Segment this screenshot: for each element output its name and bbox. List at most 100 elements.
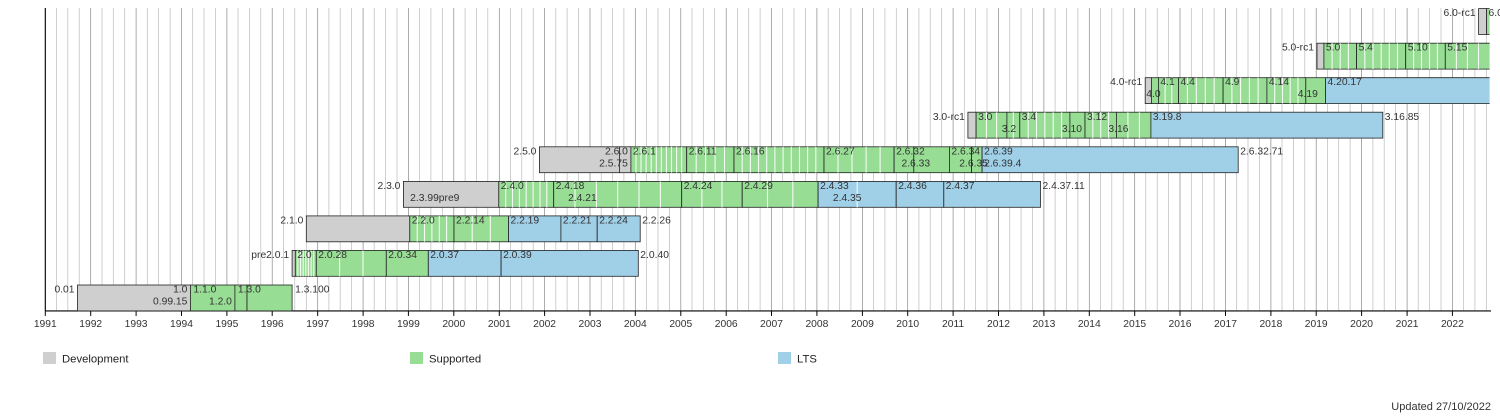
svg-text:2.4.18: 2.4.18 — [556, 181, 585, 192]
svg-text:0.01: 0.01 — [54, 285, 74, 296]
svg-text:2.6.0: 2.6.0 — [605, 146, 628, 157]
svg-text:2008: 2008 — [805, 319, 828, 330]
svg-text:2.6.39.4: 2.6.39.4 — [984, 158, 1021, 169]
svg-text:1997: 1997 — [306, 319, 329, 330]
svg-text:2.0.40: 2.0.40 — [640, 250, 669, 261]
svg-text:1995: 1995 — [215, 319, 238, 330]
svg-text:2012: 2012 — [987, 319, 1010, 330]
svg-text:4.4: 4.4 — [1181, 77, 1196, 88]
svg-text:2.2.14: 2.2.14 — [456, 215, 485, 226]
svg-text:6.0-rc1: 6.0-rc1 — [1444, 8, 1476, 19]
svg-text:5.4: 5.4 — [1359, 43, 1374, 54]
svg-text:2.0: 2.0 — [297, 250, 312, 261]
svg-text:2.5.0: 2.5.0 — [513, 146, 536, 157]
svg-text:3.19.8: 3.19.8 — [1153, 112, 1182, 123]
svg-text:1.0: 1.0 — [173, 285, 188, 296]
svg-text:2003: 2003 — [579, 319, 602, 330]
svg-text:1.2.0: 1.2.0 — [209, 297, 232, 308]
svg-text:2011: 2011 — [942, 319, 964, 330]
svg-text:2.6.11: 2.6.11 — [689, 146, 717, 157]
svg-text:4.1: 4.1 — [1160, 77, 1175, 88]
svg-text:2018: 2018 — [1259, 319, 1282, 330]
svg-text:5.10: 5.10 — [1408, 43, 1428, 54]
svg-text:1993: 1993 — [125, 319, 148, 330]
svg-text:2.2.24: 2.2.24 — [599, 215, 628, 226]
svg-text:5.15: 5.15 — [1447, 43, 1467, 54]
svg-text:2013: 2013 — [1032, 319, 1055, 330]
svg-text:1.3.100: 1.3.100 — [295, 285, 330, 296]
svg-text:2020: 2020 — [1350, 319, 1373, 330]
svg-text:4.0-rc1: 4.0-rc1 — [1110, 77, 1142, 88]
svg-text:1.3.0: 1.3.0 — [238, 285, 261, 296]
svg-text:2015: 2015 — [1123, 319, 1146, 330]
svg-text:2017: 2017 — [1214, 319, 1237, 330]
svg-text:3.2: 3.2 — [1002, 124, 1017, 135]
svg-text:3.12: 3.12 — [1087, 112, 1107, 123]
svg-text:4.14: 4.14 — [1269, 77, 1289, 88]
svg-text:2.4.24: 2.4.24 — [684, 181, 713, 192]
svg-text:1996: 1996 — [261, 319, 284, 330]
svg-text:2014: 2014 — [1078, 319, 1101, 330]
svg-text:2.6.32: 2.6.32 — [896, 146, 925, 157]
svg-text:2.4.21: 2.4.21 — [568, 193, 597, 204]
svg-text:2.6.1: 2.6.1 — [633, 146, 656, 157]
svg-text:4.0: 4.0 — [1146, 89, 1161, 100]
svg-text:2.4.37.11: 2.4.37.11 — [1043, 181, 1085, 192]
svg-text:2.6.27: 2.6.27 — [826, 146, 855, 157]
svg-text:3.0: 3.0 — [978, 112, 993, 123]
svg-text:2002: 2002 — [533, 319, 556, 330]
svg-text:3.16.85: 3.16.85 — [1385, 112, 1420, 123]
svg-text:1998: 1998 — [352, 319, 375, 330]
svg-text:2009: 2009 — [851, 319, 874, 330]
svg-text:2.2.0: 2.2.0 — [412, 215, 435, 226]
svg-text:2.2.19: 2.2.19 — [511, 215, 540, 226]
svg-text:5.0-rc1: 5.0-rc1 — [1282, 43, 1314, 54]
svg-text:pre2.0.1: pre2.0.1 — [251, 250, 289, 261]
svg-text:2.4.33: 2.4.33 — [820, 181, 849, 192]
svg-text:2.2.21: 2.2.21 — [563, 215, 592, 226]
svg-text:2016: 2016 — [1169, 319, 1192, 330]
svg-text:2.0.34: 2.0.34 — [388, 250, 417, 261]
svg-text:1994: 1994 — [170, 319, 193, 330]
svg-text:2000: 2000 — [442, 319, 465, 330]
svg-text:Development: Development — [62, 353, 129, 365]
svg-text:3.10: 3.10 — [1062, 124, 1082, 135]
svg-text:2.4.37: 2.4.37 — [946, 181, 975, 192]
svg-text:Updated 27/10/2022: Updated 27/10/2022 — [1391, 401, 1491, 413]
svg-text:6.0: 6.0 — [1489, 8, 1500, 19]
svg-text:2021: 2021 — [1396, 319, 1419, 330]
svg-text:2010: 2010 — [896, 319, 919, 330]
svg-text:2.0.28: 2.0.28 — [318, 250, 347, 261]
svg-text:2.1.0: 2.1.0 — [280, 215, 303, 226]
svg-text:2.0.37: 2.0.37 — [430, 250, 459, 261]
svg-text:2.6.16: 2.6.16 — [736, 146, 765, 157]
svg-text:2.4.29: 2.4.29 — [744, 181, 773, 192]
svg-text:1999: 1999 — [397, 319, 420, 330]
svg-text:2.0.39: 2.0.39 — [503, 250, 532, 261]
svg-text:2.6.39: 2.6.39 — [984, 146, 1013, 157]
svg-text:2.3.0: 2.3.0 — [377, 181, 400, 192]
svg-text:2.6.32.71: 2.6.32.71 — [1240, 146, 1283, 157]
svg-text:2.6.34: 2.6.34 — [951, 146, 980, 157]
svg-text:4.9: 4.9 — [1225, 77, 1240, 88]
svg-text:4.19: 4.19 — [1298, 89, 1318, 100]
svg-text:2022: 2022 — [1441, 319, 1464, 330]
svg-text:1.1.0: 1.1.0 — [193, 285, 216, 296]
svg-text:3.4: 3.4 — [1022, 112, 1037, 123]
svg-text:2.4.36: 2.4.36 — [898, 181, 927, 192]
svg-text:3.0-rc1: 3.0-rc1 — [933, 112, 965, 123]
svg-text:2.4.0: 2.4.0 — [501, 181, 524, 192]
svg-text:2.6.33: 2.6.33 — [901, 158, 930, 169]
svg-text:2006: 2006 — [715, 319, 738, 330]
svg-text:2.5.75: 2.5.75 — [599, 158, 628, 169]
svg-text:2004: 2004 — [624, 319, 647, 330]
svg-text:4.20.17: 4.20.17 — [1328, 77, 1363, 88]
svg-text:Supported: Supported — [429, 353, 481, 365]
svg-text:2005: 2005 — [669, 319, 692, 330]
svg-text:2.3.99pre9: 2.3.99pre9 — [410, 193, 460, 204]
svg-text:2001: 2001 — [488, 319, 511, 330]
svg-text:2007: 2007 — [760, 319, 783, 330]
svg-text:2019: 2019 — [1305, 319, 1328, 330]
svg-text:LTS: LTS — [797, 353, 817, 365]
svg-text:0.99.15: 0.99.15 — [153, 297, 188, 308]
